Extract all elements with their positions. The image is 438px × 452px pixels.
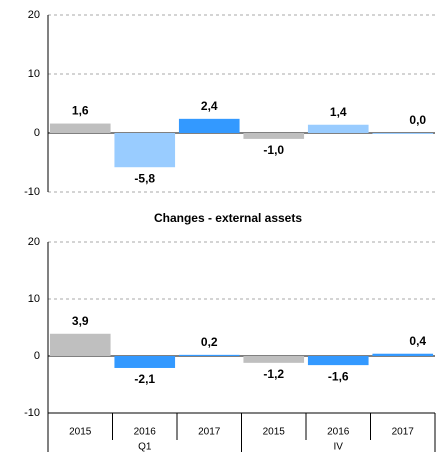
value-label: 1,6 (72, 104, 89, 118)
bar (372, 133, 434, 134)
value-label: -1,2 (263, 367, 284, 381)
value-label: 2,4 (201, 99, 218, 113)
group-label: Q1 (138, 442, 152, 452)
x-tick-label: 2016 (327, 427, 350, 438)
value-label: 3,9 (72, 314, 89, 328)
x-tick-label: 2017 (198, 427, 221, 438)
bar (49, 333, 111, 356)
y-tick-label: 20 (28, 236, 40, 248)
bar (49, 123, 111, 133)
y-tick-label: -10 (24, 186, 40, 198)
bar (243, 133, 305, 139)
y-tick-label: -10 (24, 407, 40, 419)
y-tick-label: 20 (28, 9, 40, 21)
x-tick-label: 2017 (392, 427, 415, 438)
bar (372, 353, 434, 356)
bar (307, 356, 369, 366)
y-tick-label: 10 (28, 293, 40, 305)
y-tick-label: 0 (34, 127, 40, 139)
y-tick-label: 0 (34, 350, 40, 362)
value-label: -1,0 (263, 143, 284, 157)
bar (307, 124, 369, 133)
value-label: -5,8 (134, 171, 155, 185)
bar (114, 356, 176, 368)
bar (243, 356, 305, 363)
y-tick-label: 10 (28, 68, 40, 80)
value-label: -2,1 (134, 372, 155, 386)
bar (114, 133, 176, 168)
chart-title: Changes - external assets (154, 211, 302, 225)
value-label: -1,6 (328, 369, 349, 383)
value-label: 0,0 (409, 113, 426, 127)
group-label: IV (334, 442, 344, 452)
bar (178, 354, 240, 356)
x-tick-label: 2015 (263, 427, 286, 438)
x-tick-label: 2016 (134, 427, 157, 438)
value-label: 1,4 (330, 105, 347, 119)
value-label: 0,4 (409, 334, 426, 348)
bar (178, 118, 240, 133)
x-tick-label: 2015 (69, 427, 92, 438)
value-label: 0,2 (201, 335, 218, 349)
